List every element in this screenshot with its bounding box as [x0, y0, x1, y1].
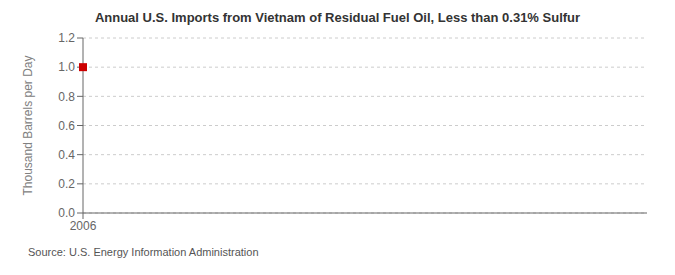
html-text:Annual U.S. Imports from Vietn: Annual U.S. Imports from Vietnam of Resi… [94, 10, 581, 25]
svg-text:1.0: 1.0 [58, 60, 75, 74]
svg-text:0.8: 0.8 [58, 90, 75, 104]
html-text:Source: U.S. Energy Informatio: Source: U.S. Energy Information Administ… [28, 246, 259, 258]
svg-text:0.2: 0.2 [58, 177, 75, 191]
svg-text:1.2: 1.2 [58, 31, 75, 45]
svg-text:Thousand Barrels per Day: Thousand Barrels per Day [21, 55, 35, 195]
svg-text:0.6: 0.6 [58, 119, 75, 133]
svg-text:0.0: 0.0 [58, 206, 75, 220]
svg-text:0.4: 0.4 [58, 148, 75, 162]
svg-text:2006: 2006 [70, 219, 97, 233]
